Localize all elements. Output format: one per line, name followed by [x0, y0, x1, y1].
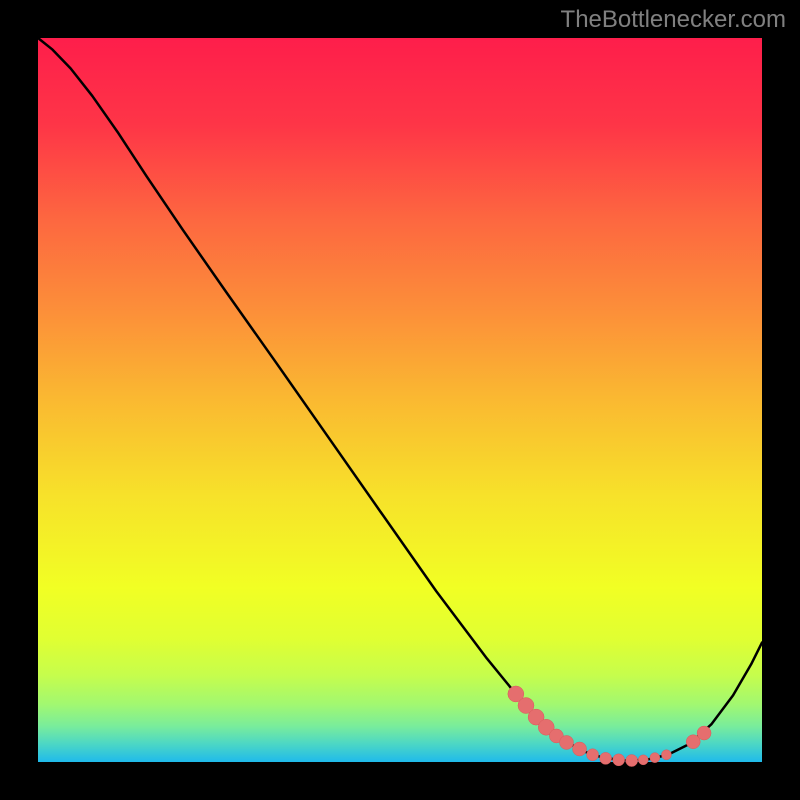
- curve-dot: [600, 752, 612, 764]
- watermark-text: TheBottlenecker.com: [561, 6, 786, 34]
- curve-dot: [560, 735, 574, 749]
- curve-dot: [661, 750, 671, 760]
- curve-dot: [626, 755, 638, 767]
- chart-container: TheBottlenecker.com: [0, 0, 800, 800]
- bottleneck-curve: [38, 38, 762, 761]
- curve-dot: [613, 754, 625, 766]
- curve-layer: [38, 38, 762, 762]
- curve-dot: [638, 755, 648, 765]
- curve-dot: [573, 742, 587, 756]
- plot-area: [38, 38, 762, 762]
- curve-dot: [587, 749, 599, 761]
- curve-dots: [508, 686, 711, 767]
- curve-dot: [650, 753, 660, 763]
- curve-dot: [697, 726, 711, 740]
